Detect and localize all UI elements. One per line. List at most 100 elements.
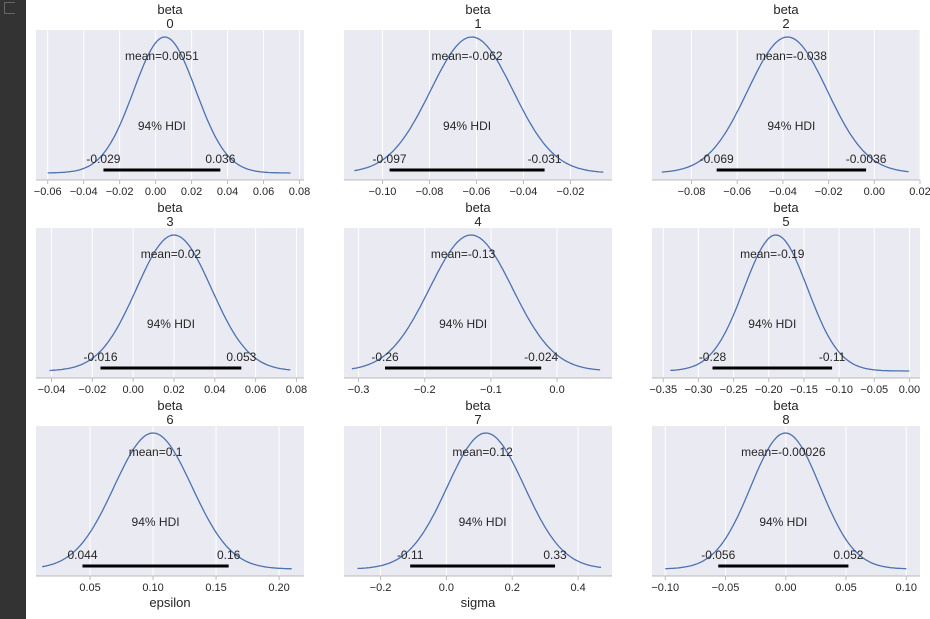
hdi-high-label: -0.0036 bbox=[846, 152, 887, 166]
hdi-high-label: 0.33 bbox=[543, 548, 567, 562]
x-tick-label: −0.02 bbox=[557, 186, 585, 198]
axes-background bbox=[652, 228, 920, 378]
axes-background bbox=[652, 30, 920, 180]
hdi-label: 94% HDI bbox=[748, 317, 796, 331]
x-tick-label: 0.10 bbox=[142, 582, 163, 594]
axes-background bbox=[344, 426, 612, 576]
x-tick-label: 0.00 bbox=[864, 186, 885, 198]
subplot-index: 2 bbox=[782, 16, 789, 31]
x-tick-label: −0.3 bbox=[348, 384, 370, 396]
subplot-index: 3 bbox=[166, 214, 173, 229]
x-tick-label: −0.04 bbox=[70, 186, 98, 198]
x-tick-label: 0.06 bbox=[253, 186, 274, 198]
x-tick-label: 0.05 bbox=[835, 582, 856, 594]
hdi-label: 94% HDI bbox=[439, 317, 487, 331]
hdi-label: 94% HDI bbox=[767, 119, 815, 133]
mean-label: mean=-0.19 bbox=[740, 247, 805, 261]
subplot-title: beta bbox=[157, 200, 183, 215]
hdi-high-label: -0.11 bbox=[819, 350, 846, 364]
axes-background bbox=[36, 426, 304, 576]
x-tick-label: 0.02 bbox=[163, 384, 184, 396]
subplot-index: 5 bbox=[782, 214, 789, 229]
hdi-label: 94% HDI bbox=[759, 515, 807, 529]
mean-label: mean=-0.038 bbox=[756, 49, 827, 63]
x-tick-label: −0.02 bbox=[78, 384, 106, 396]
hdi-low-label: -0.029 bbox=[86, 152, 120, 166]
x-tick-label: 0.15 bbox=[205, 582, 226, 594]
hdi-label: 94% HDI bbox=[459, 515, 507, 529]
subplot-title: beta bbox=[465, 398, 491, 413]
x-tick-label: 0.08 bbox=[286, 384, 307, 396]
x-tick-label: −0.1 bbox=[480, 384, 502, 396]
subplot-index: 8 bbox=[782, 412, 789, 427]
axes-background bbox=[344, 228, 612, 378]
subplot-title: beta bbox=[773, 200, 799, 215]
x-tick-label: 0.04 bbox=[204, 384, 225, 396]
x-tick-label: −0.04 bbox=[510, 186, 538, 198]
hdi-low-label: -0.11 bbox=[397, 548, 424, 562]
hdi-label: 94% HDI bbox=[138, 119, 186, 133]
x-tick-label: −0.04 bbox=[38, 384, 66, 396]
hdi-label: 94% HDI bbox=[147, 317, 195, 331]
x-tick-label: 0.20 bbox=[268, 582, 289, 594]
x-tick-label: 0.00 bbox=[122, 384, 143, 396]
axes-background bbox=[36, 30, 304, 180]
x-axis-label: sigma bbox=[461, 595, 496, 610]
x-tick-label: −0.10 bbox=[369, 186, 397, 198]
x-tick-label: −0.2 bbox=[370, 582, 392, 594]
x-tick-label: 0.05 bbox=[79, 582, 100, 594]
subplot-index: 6 bbox=[166, 412, 173, 427]
x-tick-label: −0.02 bbox=[106, 186, 134, 198]
subplot-index: 1 bbox=[474, 16, 481, 31]
mean-label: mean=0.02 bbox=[141, 247, 202, 261]
x-tick-label: 0.10 bbox=[896, 582, 917, 594]
subplot-0: −0.06 −0.04 −0.02 0.00 0.02 0.04 0.06 0.08beta0… bbox=[34, 2, 310, 198]
x-tick-label: 0.02 bbox=[181, 186, 202, 198]
x-tick-label: 0.00 bbox=[775, 582, 796, 594]
hdi-low-label: -0.26 bbox=[371, 350, 399, 364]
subplot-title: beta bbox=[157, 2, 183, 17]
x-tick-label: −0.10 bbox=[651, 582, 679, 594]
subplot-5: −0.35 −0.30 −0.25 −0.20 −0.15 −0.10 −0.05 0.00 b… bbox=[649, 200, 920, 396]
x-tick-label: −0.10 bbox=[825, 384, 853, 396]
x-tick-label: −0.06 bbox=[463, 186, 491, 198]
x-tick-label: 0.2 bbox=[505, 582, 520, 594]
hdi-high-label: 0.036 bbox=[205, 152, 235, 166]
x-tick-label: 0.02 bbox=[909, 186, 930, 198]
x-tick-label: −0.05 bbox=[860, 384, 888, 396]
x-tick-label: −0.15 bbox=[790, 384, 818, 396]
hdi-high-label: 0.053 bbox=[226, 350, 256, 364]
hdi-label: 94% HDI bbox=[443, 119, 491, 133]
mean-label: mean=0.0051 bbox=[125, 49, 199, 63]
x-tick-label: −0.25 bbox=[720, 384, 748, 396]
axes-background bbox=[36, 228, 304, 378]
hdi-low-label: -0.016 bbox=[83, 350, 117, 364]
hdi-low-label: -0.28 bbox=[699, 350, 727, 364]
subplot-index: 4 bbox=[474, 214, 481, 229]
x-tick-label: 0.04 bbox=[217, 186, 238, 198]
hdi-low-label: -0.056 bbox=[701, 548, 735, 562]
hdi-high-label: -0.024 bbox=[524, 350, 558, 364]
logout-icon[interactable] bbox=[4, 2, 15, 14]
density-curve bbox=[661, 36, 909, 173]
density-curve bbox=[670, 234, 910, 372]
mean-label: mean=-0.062 bbox=[432, 49, 503, 63]
x-tick-label: 0.00 bbox=[145, 186, 166, 198]
x-tick-label: −0.08 bbox=[678, 186, 706, 198]
x-tick-label: −0.30 bbox=[685, 384, 713, 396]
subplot-title: beta bbox=[465, 2, 491, 17]
x-tick-label: −0.08 bbox=[416, 186, 444, 198]
mean-label: mean=-0.13 bbox=[431, 247, 496, 261]
x-tick-label: −0.04 bbox=[769, 186, 797, 198]
hdi-label: 94% HDI bbox=[132, 515, 180, 529]
x-tick-label: −0.06 bbox=[34, 186, 62, 198]
x-tick-label: −0.05 bbox=[712, 582, 740, 594]
x-tick-label: −0.2 bbox=[414, 384, 436, 396]
subplot-title: beta bbox=[465, 200, 491, 215]
x-tick-label: −0.20 bbox=[755, 384, 783, 396]
